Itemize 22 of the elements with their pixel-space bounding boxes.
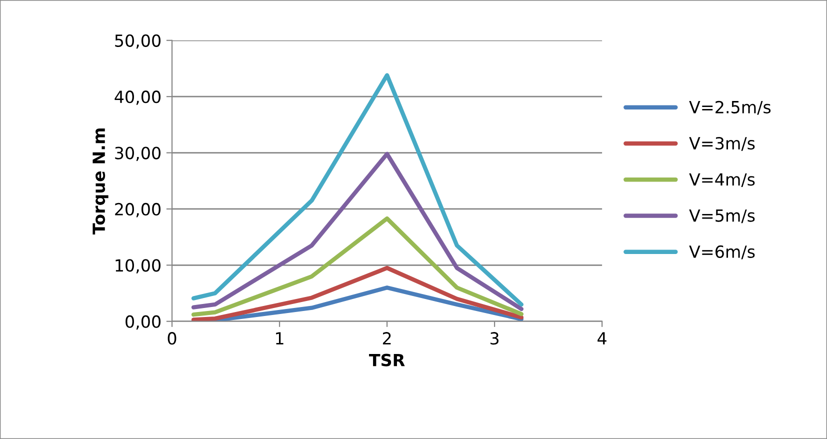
legend-label: V=2.5m/s xyxy=(689,100,771,115)
x-tick-label: 1 xyxy=(276,332,284,344)
y-tick-label: 10,00 xyxy=(116,259,160,274)
y-tick-label: 50,00 xyxy=(115,34,160,49)
x-tick-label: 4 xyxy=(598,332,606,344)
x-tick-label: 3 xyxy=(490,332,499,345)
legend-label: V=5m/s xyxy=(689,209,755,224)
x-tick-label: 0 xyxy=(168,332,176,345)
y-tick-label: 30,00 xyxy=(115,146,160,162)
legend-label: V=4m/s xyxy=(689,173,755,188)
line-series xyxy=(191,266,524,322)
line-series xyxy=(191,216,524,317)
y-axis-title: Torque N.m xyxy=(92,128,108,234)
y-tick-label: 40,00 xyxy=(114,90,160,105)
line-series xyxy=(191,73,524,307)
x-axis-title: TSR xyxy=(369,354,405,366)
y-tick-label: 0,00 xyxy=(126,315,160,330)
x-tick-label: 2 xyxy=(382,332,391,344)
line-series xyxy=(191,152,524,312)
y-tick-label: 20,00 xyxy=(115,202,160,218)
legend-label: V=3m/s xyxy=(689,136,755,151)
legend-label: V=6m/s xyxy=(689,245,755,260)
